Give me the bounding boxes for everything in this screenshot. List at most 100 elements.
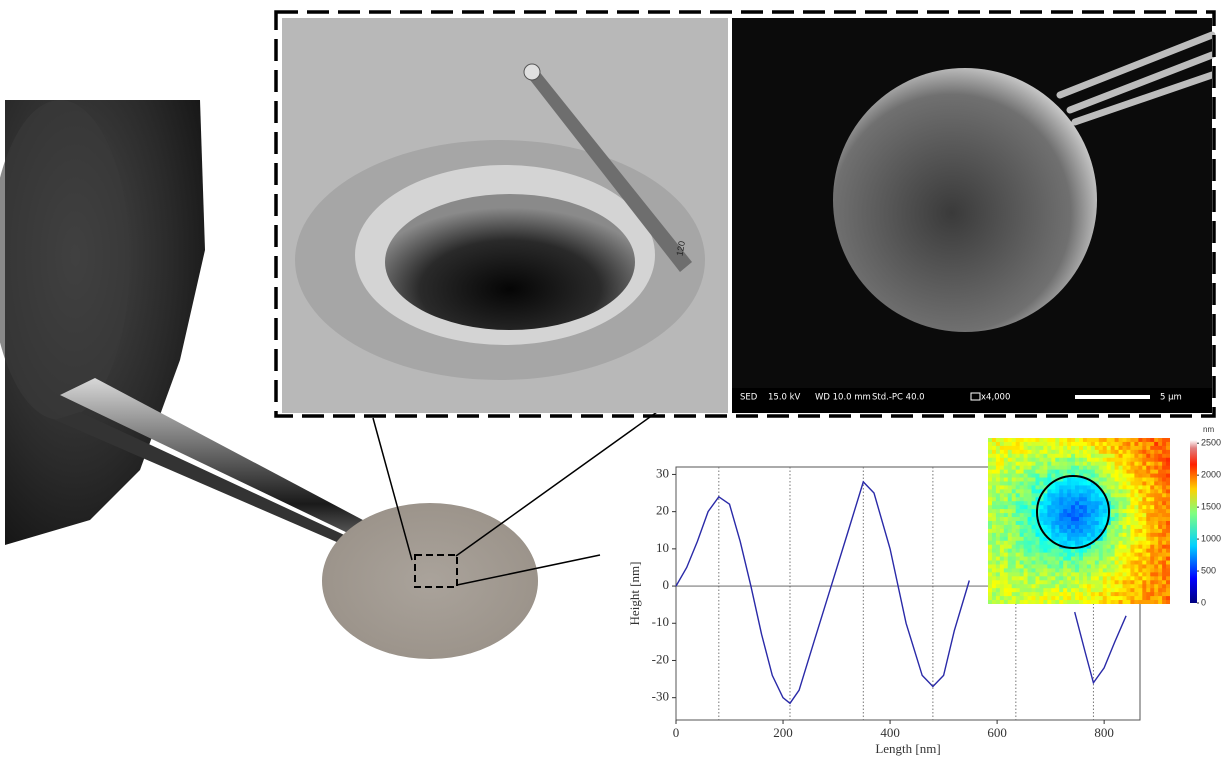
afm-pixel — [1067, 489, 1071, 493]
afm-pixel — [1119, 474, 1123, 478]
afm-pixel — [1024, 485, 1028, 489]
afm-pixel — [992, 450, 996, 454]
afm-pixel — [1130, 572, 1134, 576]
afm-pixel — [1123, 580, 1127, 584]
afm-pixel — [1150, 505, 1154, 509]
afm-pixel — [992, 572, 996, 576]
afm-pixel — [988, 442, 992, 446]
afm-pixel — [996, 493, 1000, 497]
afm-pixel — [1146, 454, 1150, 458]
afm-pixel — [1039, 501, 1043, 505]
afm-pixel — [1035, 600, 1039, 604]
afm-pixel — [1039, 481, 1043, 485]
afm-pixel — [1012, 485, 1016, 489]
afm-pixel — [1166, 572, 1170, 576]
afm-pixel — [1126, 454, 1130, 458]
afm-pixel — [1016, 446, 1020, 450]
afm-pixel — [1162, 580, 1166, 584]
afm-pixel — [1119, 509, 1123, 513]
afm-pixel — [1059, 454, 1063, 458]
afm-pixel — [1123, 557, 1127, 561]
afm-pixel — [1043, 521, 1047, 525]
afm-pixel — [1075, 564, 1079, 568]
afm-pixel — [1142, 466, 1146, 470]
afm-pixel — [1126, 446, 1130, 450]
afm-pixel — [1146, 505, 1150, 509]
afm-pixel — [1146, 572, 1150, 576]
afm-pixel — [1123, 521, 1127, 525]
afm-pixel — [1024, 557, 1028, 561]
afm-pixel — [1166, 588, 1170, 592]
afm-pixel — [1067, 572, 1071, 576]
afm-pixel — [1039, 509, 1043, 513]
afm-pixel — [1130, 568, 1134, 572]
afm-map — [988, 438, 1171, 605]
afm-pixel — [1047, 568, 1051, 572]
afm-pixel — [1154, 557, 1158, 561]
afm-pixel — [1059, 466, 1063, 470]
afm-pixel — [1138, 481, 1142, 485]
afm-pixel — [1032, 525, 1036, 529]
afm-pixel — [1079, 600, 1083, 604]
afm-pixel — [1115, 493, 1119, 497]
afm-pixel — [1039, 541, 1043, 545]
afm-pixel — [1162, 466, 1166, 470]
afm-pixel — [1020, 525, 1024, 529]
afm-pixel — [1107, 485, 1111, 489]
afm-pixel — [1130, 470, 1134, 474]
afm-pixel — [1091, 557, 1095, 561]
afm-pixel — [1055, 588, 1059, 592]
afm-pixel — [1047, 478, 1051, 482]
afm-pixel — [1115, 568, 1119, 572]
afm-pixel — [1004, 509, 1008, 513]
afm-pixel — [1012, 545, 1016, 549]
afm-pixel — [1016, 454, 1020, 458]
afm-pixel — [1087, 501, 1091, 505]
afm-pixel — [1071, 572, 1075, 576]
afm-pixel — [1012, 580, 1016, 584]
afm-pixel — [988, 580, 992, 584]
afm-pixel — [1115, 600, 1119, 604]
afm-pixel — [1154, 458, 1158, 462]
afm-pixel — [1083, 557, 1087, 561]
afm-pixel — [1043, 438, 1047, 442]
afm-pixel — [1071, 470, 1075, 474]
afm-pixel — [1083, 438, 1087, 442]
afm-pixel — [1008, 462, 1012, 466]
afm-pixel — [1075, 529, 1079, 533]
afm-pixel — [1024, 470, 1028, 474]
afm-pixel — [1162, 446, 1166, 450]
afm-pixel — [988, 497, 992, 501]
afm-pixel — [1130, 509, 1134, 513]
afm-pixel — [1032, 580, 1036, 584]
afm-pixel — [1083, 549, 1087, 553]
afm-pixel — [1111, 470, 1115, 474]
afm-pixel — [1083, 553, 1087, 557]
afm-pixel — [996, 462, 1000, 466]
afm-pixel — [1099, 501, 1103, 505]
afm-pixel — [1119, 438, 1123, 442]
afm-pixel — [1067, 533, 1071, 537]
afm-pixel — [1047, 584, 1051, 588]
afm-pixel — [1158, 513, 1162, 517]
afm-pixel — [1166, 489, 1170, 493]
afm-pixel — [1162, 592, 1166, 596]
afm-pixel — [1063, 501, 1067, 505]
afm-pixel — [1087, 533, 1091, 537]
afm-pixel — [1130, 474, 1134, 478]
afm-pixel — [1075, 561, 1079, 565]
afm-pixel — [1126, 517, 1130, 521]
afm-pixel — [1075, 497, 1079, 501]
afm-pixel — [1008, 596, 1012, 600]
afm-pixel — [1055, 493, 1059, 497]
afm-pixel — [1000, 442, 1004, 446]
afm-pixel — [1115, 592, 1119, 596]
afm-pixel — [1075, 525, 1079, 529]
afm-pixel — [1166, 474, 1170, 478]
afm-pixel — [1020, 446, 1024, 450]
afm-pixel — [1134, 493, 1138, 497]
afm-pixel — [992, 521, 996, 525]
afm-pixel — [1075, 485, 1079, 489]
afm-pixel — [1107, 529, 1111, 533]
afm-pixel — [1000, 553, 1004, 557]
